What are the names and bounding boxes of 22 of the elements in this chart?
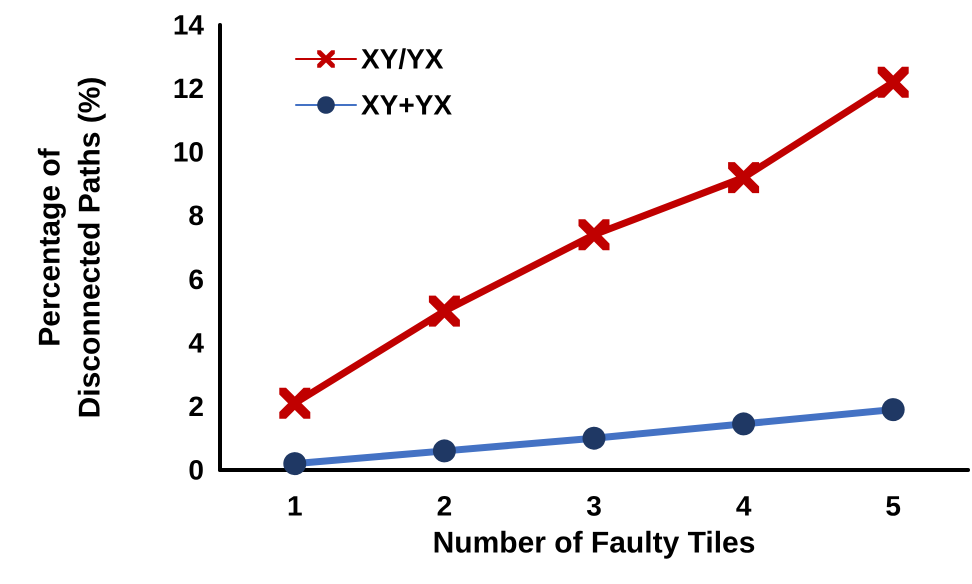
x-tick-label: 1 bbox=[287, 490, 303, 522]
x-tick-label: 5 bbox=[885, 490, 901, 522]
x-tick-label: 3 bbox=[586, 490, 602, 522]
y-tick-label: 14 bbox=[172, 10, 204, 40]
legend-label: XY/YX bbox=[361, 44, 444, 74]
y-tick-label: 12 bbox=[172, 73, 204, 104]
y-tick-label: 10 bbox=[172, 136, 204, 168]
legend-label: XY+YX bbox=[361, 90, 452, 120]
y-tick-label: 4 bbox=[188, 327, 204, 358]
y-tick-label: 8 bbox=[188, 200, 204, 232]
x-tick-label: 2 bbox=[436, 490, 452, 522]
y-tick-label: 0 bbox=[188, 454, 204, 486]
point bbox=[428, 296, 460, 327]
point bbox=[279, 388, 310, 419]
x-tick-label: 4 bbox=[736, 490, 752, 522]
point bbox=[728, 162, 760, 194]
point bbox=[878, 66, 909, 98]
point bbox=[578, 219, 610, 250]
y-tick-label: 2 bbox=[188, 390, 204, 422]
y-axis-title: Percentage of Disconnected Paths (%) bbox=[34, 76, 106, 418]
x-axis-title: Number of Faulty Tiles bbox=[432, 526, 756, 560]
y-tick-label: 6 bbox=[188, 264, 204, 295]
